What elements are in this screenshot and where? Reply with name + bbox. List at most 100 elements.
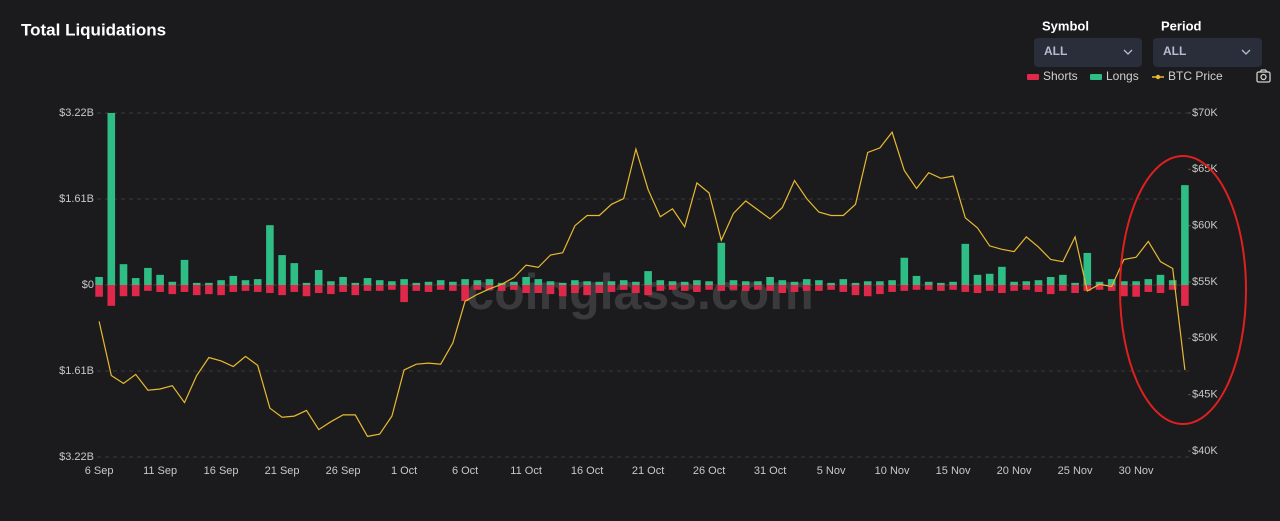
bar bbox=[644, 271, 652, 285]
bar bbox=[497, 285, 506, 291]
bar bbox=[619, 285, 628, 290]
bar bbox=[375, 280, 384, 285]
bar bbox=[1071, 282, 1079, 285]
x-tick-label: 31 Oct bbox=[754, 465, 786, 477]
legend-swatch bbox=[1155, 74, 1161, 80]
bar bbox=[278, 255, 286, 285]
bar bbox=[1059, 285, 1067, 291]
bar bbox=[924, 281, 933, 285]
bar bbox=[839, 279, 848, 285]
bar bbox=[205, 285, 213, 295]
bar bbox=[754, 281, 762, 285]
bar bbox=[851, 285, 860, 296]
bar bbox=[754, 285, 762, 290]
bar bbox=[327, 285, 335, 295]
bar bbox=[937, 282, 945, 285]
x-tick-label: 21 Oct bbox=[632, 465, 664, 477]
chevron bbox=[1123, 49, 1133, 55]
bar bbox=[961, 285, 970, 292]
bar bbox=[680, 281, 689, 285]
legend-label: BTC Price bbox=[1168, 69, 1223, 83]
bar bbox=[644, 285, 652, 296]
bar bbox=[363, 278, 372, 285]
bar bbox=[778, 280, 787, 285]
bar bbox=[107, 285, 116, 306]
bar bbox=[461, 279, 469, 285]
bar bbox=[973, 274, 982, 285]
bar bbox=[1034, 280, 1043, 285]
y-tick-label: $0 bbox=[82, 279, 94, 291]
bar bbox=[558, 285, 567, 297]
bar bbox=[729, 285, 738, 290]
dropdown[interactable] bbox=[1153, 38, 1262, 67]
bar bbox=[766, 276, 774, 285]
bar bbox=[461, 285, 469, 302]
control-label: Period bbox=[1161, 18, 1202, 33]
bar bbox=[278, 285, 286, 296]
bar bbox=[253, 285, 262, 292]
bar bbox=[998, 266, 1006, 285]
bar bbox=[180, 285, 189, 292]
legend-label: Longs bbox=[1106, 69, 1139, 83]
bar bbox=[1156, 285, 1165, 294]
bar bbox=[241, 280, 250, 285]
bar bbox=[156, 285, 164, 292]
bar bbox=[863, 285, 872, 297]
bar bbox=[314, 270, 323, 285]
y2-tick-label: $50K bbox=[1192, 332, 1218, 344]
bar bbox=[680, 285, 689, 291]
bar bbox=[876, 285, 884, 295]
bar bbox=[632, 281, 640, 285]
bar bbox=[192, 285, 201, 296]
bar bbox=[741, 285, 750, 291]
bar bbox=[985, 273, 994, 285]
bar bbox=[436, 285, 445, 290]
bar bbox=[351, 282, 360, 285]
camera-icon[interactable] bbox=[1256, 69, 1271, 83]
y-tick-label: $3.22B bbox=[59, 451, 94, 463]
bar bbox=[705, 285, 713, 290]
bar bbox=[766, 285, 774, 291]
bar bbox=[266, 285, 274, 294]
bar bbox=[131, 278, 140, 285]
bar bbox=[607, 285, 616, 292]
chevron bbox=[1241, 49, 1251, 55]
bar bbox=[412, 282, 421, 285]
x-tick-label: 16 Oct bbox=[571, 465, 603, 477]
bar bbox=[778, 285, 787, 294]
bar bbox=[1095, 285, 1104, 290]
bar bbox=[571, 285, 579, 294]
bar bbox=[485, 279, 494, 285]
bar bbox=[327, 281, 335, 285]
bar bbox=[388, 285, 396, 290]
x-tick-label: 10 Nov bbox=[875, 465, 910, 477]
bar bbox=[693, 280, 701, 285]
dropdown[interactable] bbox=[1034, 38, 1142, 67]
bar bbox=[595, 285, 604, 294]
bar bbox=[156, 274, 164, 285]
bar bbox=[290, 285, 299, 292]
bar bbox=[95, 276, 103, 285]
x-tick-label: 6 Oct bbox=[452, 465, 478, 477]
x-tick-label: 1 Oct bbox=[391, 465, 417, 477]
legend-label: Shorts bbox=[1043, 69, 1078, 83]
bar bbox=[851, 282, 860, 285]
y-tick-label: $3.22B bbox=[59, 107, 94, 119]
x-tick-label: 16 Sep bbox=[204, 465, 239, 477]
bar bbox=[424, 281, 433, 285]
bar bbox=[375, 285, 384, 291]
bar bbox=[546, 285, 555, 295]
bar bbox=[1181, 185, 1189, 285]
bar bbox=[1046, 285, 1055, 295]
bar bbox=[912, 275, 921, 285]
bar bbox=[217, 280, 225, 285]
x-tick-label: 26 Oct bbox=[693, 465, 725, 477]
x-tick-label: 25 Nov bbox=[1058, 465, 1093, 477]
bar bbox=[949, 281, 957, 285]
x-tick-label: 21 Sep bbox=[265, 465, 300, 477]
bar bbox=[534, 285, 543, 294]
bar bbox=[388, 281, 396, 285]
bar bbox=[1071, 285, 1079, 294]
bar bbox=[900, 257, 909, 285]
x-tick-label: 11 Oct bbox=[510, 465, 542, 477]
